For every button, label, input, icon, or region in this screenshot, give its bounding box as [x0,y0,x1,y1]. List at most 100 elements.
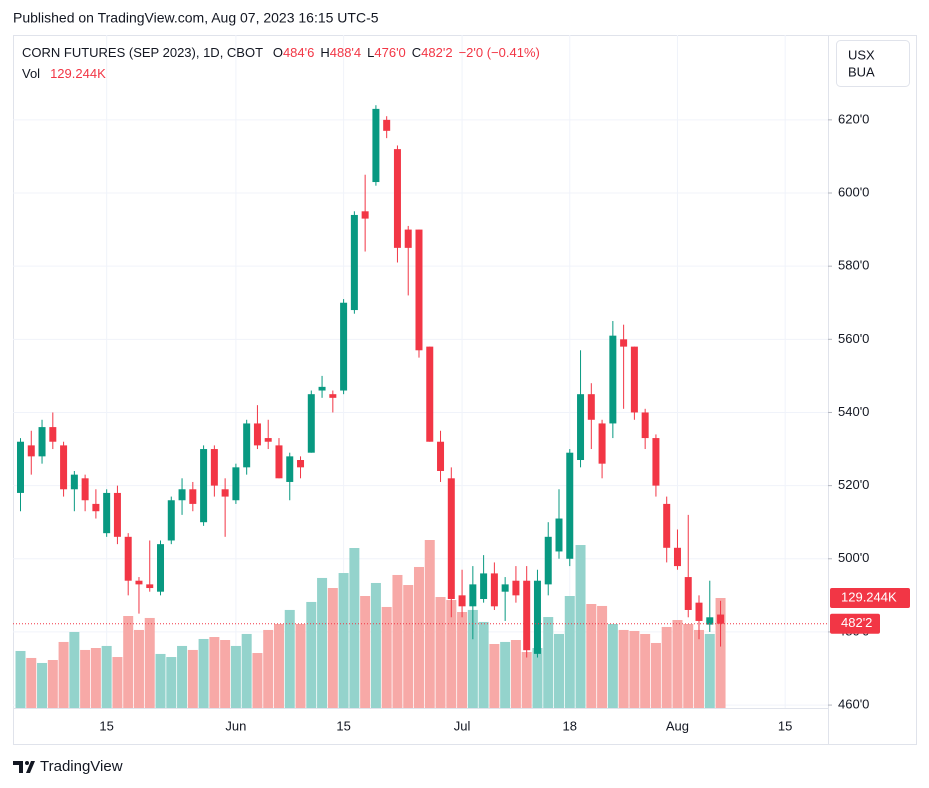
candle-body [27,445,35,457]
candle-body [673,547,681,567]
volume-bar [413,566,424,708]
x-tick-label: 15 [99,718,113,733]
legend-open: 484'6 [283,45,314,60]
volume-bar [489,644,500,708]
candle-body [103,492,111,534]
candle-body [652,438,660,486]
volume-bar [338,573,349,708]
volume-bar [166,657,177,708]
y-tick-label: 560'0 [838,331,869,346]
volume-bar [575,545,586,708]
volume-bar [69,632,80,708]
volume-bar [133,629,144,708]
candle-body [178,489,186,501]
unit-box[interactable] [836,40,910,87]
volume-bar [607,624,618,708]
volume-bar [694,629,705,708]
y-tick-label: 600'0 [838,184,869,199]
volume-bar [704,633,715,708]
candle-body [286,456,294,482]
volume-bar [457,612,468,708]
candle-body [307,394,315,453]
volume-bar [112,657,123,708]
legend-low-label: L [367,45,374,60]
legend-close: 482'2 [421,45,452,60]
candle-body [684,577,692,610]
volume-bar [252,653,263,708]
candle-body [480,573,488,600]
tradingview-logo [13,761,35,773]
volume-bar [230,645,241,708]
candle-body [458,595,466,607]
volume-bar [370,582,381,708]
candle-body [253,423,261,446]
volume-bar [683,624,694,708]
candle-body [415,229,423,351]
candle-body [60,445,68,490]
candle-body [663,503,671,548]
unit-line: USX [848,47,875,62]
candle-body [81,478,89,501]
candle-body [361,211,369,219]
y-tick-label: 460'0 [838,697,869,712]
candle-body [717,614,725,624]
candle-body [469,584,477,607]
candle-body [630,346,638,413]
candle-body [544,536,552,585]
candle-body [587,394,595,420]
volume-bar [661,626,672,708]
volume-bar [392,574,403,708]
volume-bar [403,585,414,708]
volume-bar [220,640,231,708]
legend-open-label: O [273,45,283,60]
candle-body [609,335,617,424]
candle-body [695,602,703,621]
brand: TradingView [40,758,123,775]
candle-body [404,229,412,248]
volume-bar [58,641,69,708]
candle-body [329,394,337,398]
legend: CORN FUTURES (SEP 2023), 1D, CBOT O484'6 H… [22,45,540,60]
volume-bar [618,629,629,708]
candle-body [210,449,218,486]
volume-bar [327,588,338,708]
volume-bar [263,629,274,708]
volume-bar [47,660,58,708]
candle-body [275,445,283,479]
legend-volume-value: 129.244K [50,66,106,81]
volume-badge-label: 129.244K [841,589,897,604]
candle-body [124,536,132,581]
volume-bar [500,641,511,708]
candle-body [70,474,78,490]
candle-body [146,584,154,589]
legend-symbol: CORN FUTURES (SEP 2023), 1D, CBOT [22,45,263,60]
volume-bar [467,609,478,708]
price-badge [830,613,880,634]
volume-bar [672,620,683,708]
volume-bar [360,596,371,708]
legend-low: 476'0 [374,45,405,60]
volume-bar [532,648,543,708]
volume-bar [715,598,726,708]
volume-bar [306,601,317,708]
volume-bar [349,548,360,708]
candle-body [135,580,143,585]
volume-bar [241,633,252,708]
candle-body [383,119,391,131]
candle-body [264,438,272,442]
legend-close-label: C [412,45,421,60]
candle-body [157,544,165,592]
candle-body [501,584,509,592]
candle-body [533,580,541,654]
candle-body [49,427,57,442]
candle-body [512,580,520,596]
volume-badge [830,588,910,609]
candle-body [38,427,46,457]
x-tick-label: Aug [666,718,689,733]
candle-body [17,441,24,493]
volume-bar [295,624,306,708]
volume-bars [15,540,726,708]
x-tick-label: Jun [225,718,246,733]
volume-bar [564,596,575,708]
volume-bar [424,540,435,708]
